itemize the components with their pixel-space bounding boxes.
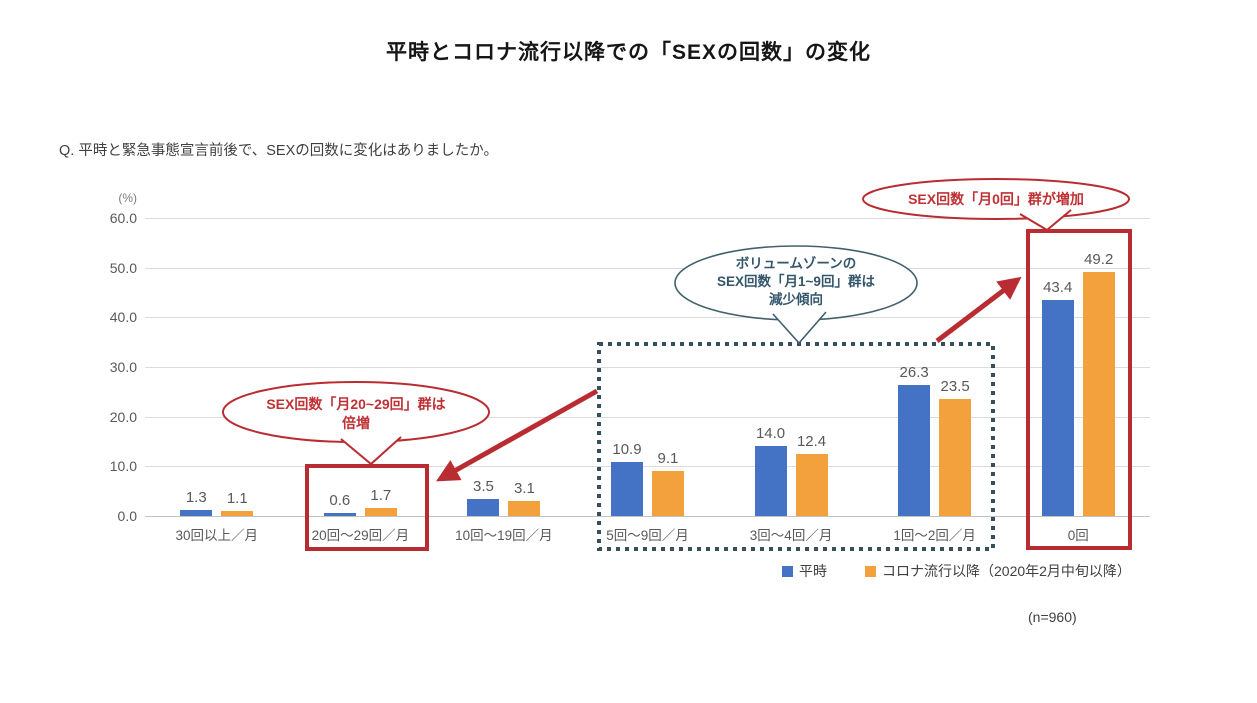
speech-bubble-0-ellipse <box>862 178 1130 220</box>
bar-value-label: 14.0 <box>755 425 786 443</box>
gridline <box>145 317 1150 319</box>
bar-with-label: 3.5 <box>467 477 500 516</box>
y-tick-label: 0.0 <box>117 508 137 524</box>
bar-since-corona <box>939 399 972 516</box>
bar-value-label: 9.1 <box>657 449 679 467</box>
bar-group: 1.3 1.1 <box>145 218 289 516</box>
bar-normal-times <box>754 446 787 516</box>
bar-with-label: 49.2 <box>1082 250 1115 516</box>
bar-value-label: 26.3 <box>899 364 929 382</box>
bar-since-corona <box>221 510 254 516</box>
category-label: 10回～19回／月 <box>455 528 553 543</box>
bar-normal-times <box>467 498 500 516</box>
bar-value-label: 0.6 <box>329 492 351 510</box>
y-tick-label: 50.0 <box>109 259 137 276</box>
bar-with-label: 14.0 <box>754 425 787 516</box>
bar-since-corona <box>1082 271 1115 516</box>
bar-since-corona <box>364 507 397 516</box>
bar-value-label: 43.4 <box>1043 279 1073 297</box>
legend-item-since-corona: コロナ流行以降（2020年2月中旬以降） <box>865 561 1131 581</box>
y-axis-unit-label: (%) <box>118 191 137 205</box>
legend: 平時 コロナ流行以降（2020年2月中旬以降） <box>782 561 1131 581</box>
bar-value-label: 23.5 <box>940 378 970 396</box>
bar-value-label: 3.1 <box>513 479 535 497</box>
bar-value-label: 1.3 <box>185 488 207 506</box>
legend-label-since-corona: コロナ流行以降（2020年2月中旬以降） <box>882 563 1131 579</box>
legend-label-normal-times: 平時 <box>799 563 827 579</box>
bar-with-label: 1.3 <box>180 488 213 516</box>
category-label: 30回以上／月 <box>175 528 259 543</box>
bar-normal-times <box>1041 300 1074 516</box>
bar-with-label: 43.4 <box>1041 279 1074 516</box>
y-tick-label: 10.0 <box>109 458 137 475</box>
bar-with-label: 0.6 <box>323 492 356 516</box>
bar-group: 26.3 23.5 <box>863 218 1007 516</box>
y-tick-label: 30.0 <box>109 359 137 375</box>
bar-value-label: 1.7 <box>370 486 392 504</box>
plot-area: 1.3 1.1 0.6 1.7 3.5 3.1 10.9 9.1 14.0 12.4 26.3 23.… <box>145 218 1150 517</box>
bar-since-corona <box>508 500 541 516</box>
bar-with-label: 1.1 <box>221 489 254 516</box>
bar-group: 43.4 49.2 <box>1006 218 1150 516</box>
chart-title: 平時とコロナ流行以降での「SEXの回数」の変化 <box>385 41 872 64</box>
bar-since-corona <box>795 454 828 516</box>
category-label: 20回～29回／月 <box>311 528 410 543</box>
bar-normal-times <box>898 385 931 516</box>
bar-group: 14.0 12.4 <box>719 218 863 516</box>
bar-value-label: 49.2 <box>1084 250 1114 268</box>
y-tick-label: 20.0 <box>109 408 137 425</box>
y-tick-label: 40.0 <box>109 309 137 326</box>
bar-group: 0.6 1.7 <box>289 218 433 516</box>
bar-since-corona <box>651 470 684 516</box>
bar-group: 10.9 9.1 <box>576 218 720 516</box>
gridline <box>145 218 1150 219</box>
bar-normal-times <box>610 461 643 516</box>
category-label: 5回～9回／月 <box>606 528 689 543</box>
bar-with-label: 1.7 <box>364 486 397 516</box>
bar-with-label: 3.1 <box>508 479 541 516</box>
bar-group: 3.5 3.1 <box>432 218 576 516</box>
legend-swatch-blue <box>782 565 793 577</box>
legend-swatch-orange <box>865 565 876 577</box>
sample-size-note: (n=960) <box>1028 609 1077 625</box>
bar-with-label: 26.3 <box>898 364 931 516</box>
bar-value-label: 12.4 <box>796 433 827 451</box>
bar-with-label: 12.4 <box>795 433 828 516</box>
bar-value-label: 10.9 <box>612 440 642 458</box>
gridline <box>145 516 1150 517</box>
survey-question: Q. 平時と緊急事態宣言前後で、SEXの回数に変化はありましたか。 <box>59 143 498 159</box>
bar-with-label: 23.5 <box>939 378 972 516</box>
category-label: 3回～4回／月 <box>749 528 833 543</box>
legend-item-normal-times: 平時 <box>782 561 827 581</box>
bar-value-label: 3.5 <box>472 477 494 495</box>
bar-with-label: 9.1 <box>651 449 684 516</box>
speech-bubble-0-line1: SEX回数「月0回」群が増加 <box>908 191 1084 207</box>
bar-with-label: 10.9 <box>610 440 643 516</box>
gridline <box>145 267 1150 269</box>
y-tick-label: 60.0 <box>109 210 137 226</box>
bar-value-label: 1.1 <box>226 489 248 507</box>
category-label: 0回 <box>1067 528 1089 543</box>
bar-normal-times <box>323 513 356 516</box>
bar-normal-times <box>180 509 213 516</box>
category-label: 1回～2回／月 <box>893 528 976 543</box>
